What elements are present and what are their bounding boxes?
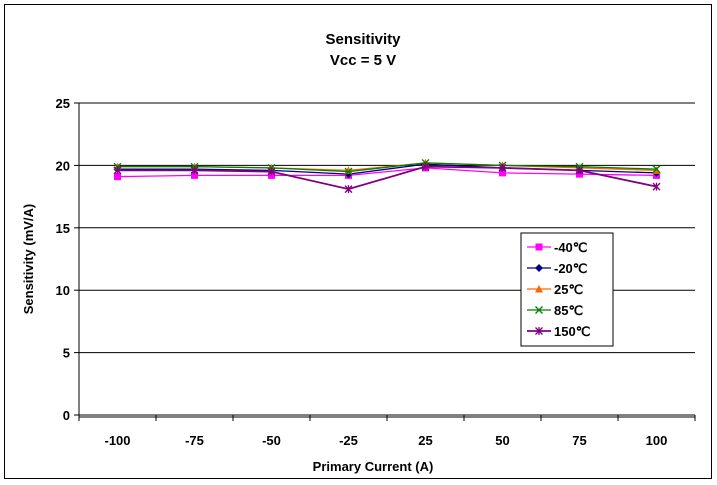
legend-swatch-marker [535, 306, 543, 314]
legend-swatch-marker [535, 327, 543, 335]
legend-swatch-marker [535, 285, 543, 293]
data-point [344, 185, 353, 194]
legend-swatch-marker [535, 243, 543, 251]
y-tick-label: 5 [63, 346, 70, 361]
legend-label: 25℃ [554, 282, 583, 297]
legend-label: -20℃ [554, 261, 587, 276]
legend-label: 150℃ [554, 324, 590, 339]
x-tick-label: -25 [339, 433, 358, 448]
data-point [575, 166, 584, 175]
data-point [113, 166, 122, 175]
data-point [498, 163, 507, 172]
x-tick-label: 50 [495, 433, 509, 448]
series-line [117, 162, 657, 173]
data-point [344, 167, 353, 176]
legend-entry: -20℃ [527, 261, 587, 276]
x-tick-label: 100 [646, 433, 668, 448]
data-series [113, 158, 661, 194]
chart-subtitle: Vcc = 5 V [330, 52, 396, 69]
y-tick-label: 15 [56, 221, 70, 236]
series-line [117, 165, 657, 191]
x-tick-label: 25 [418, 433, 432, 448]
data-point [114, 173, 121, 181]
y-axis-label: Sensitivity (mV/A) [21, 204, 36, 315]
chart-container: Sensitivity Vcc = 5 V 0 5 10 15 20 25 -100 -75… [4, 4, 712, 479]
legend: -40℃ -20℃ 25℃ 85℃ 150℃ [520, 232, 614, 347]
x-tick-label: -75 [185, 433, 204, 448]
y-tick-label: 20 [56, 158, 70, 173]
legend-entry: 25℃ [527, 282, 583, 297]
legend-entry: 150℃ [527, 324, 590, 339]
x-tick-label: 75 [572, 433, 586, 448]
series-4 [113, 162, 661, 194]
data-point [421, 162, 430, 171]
chart-title: Sensitivity [325, 31, 401, 48]
legend-label: -40℃ [554, 240, 587, 255]
legend-swatch-marker [535, 264, 543, 272]
data-point [191, 171, 198, 179]
x-axis-label: Primary Current (A) [313, 459, 434, 474]
data-point [267, 167, 276, 176]
x-tick-label: -100 [104, 433, 130, 448]
y-tick-label: 0 [63, 408, 70, 423]
y-tick-label: 25 [56, 96, 70, 111]
series-line [117, 167, 657, 178]
y-tick-label: 10 [56, 283, 70, 298]
x-tick-label: -50 [262, 433, 281, 448]
y-axis-tick-labels: 0 5 10 15 20 25 [56, 96, 70, 423]
chart-title-group: Sensitivity Vcc = 5 V [325, 31, 401, 69]
legend-entry: -40℃ [527, 240, 587, 255]
legend-entry: 85℃ [527, 303, 583, 318]
legend-label: 85℃ [554, 303, 583, 318]
data-point [190, 166, 199, 175]
x-axis-tick-labels: -100 -75 -50 -25 25 50 75 100 [78, 415, 696, 448]
sensitivity-chart: Sensitivity Vcc = 5 V 0 5 10 15 20 25 -100 -75… [21, 31, 696, 474]
data-point [499, 169, 506, 177]
data-point [652, 165, 661, 174]
data-point [652, 182, 661, 191]
